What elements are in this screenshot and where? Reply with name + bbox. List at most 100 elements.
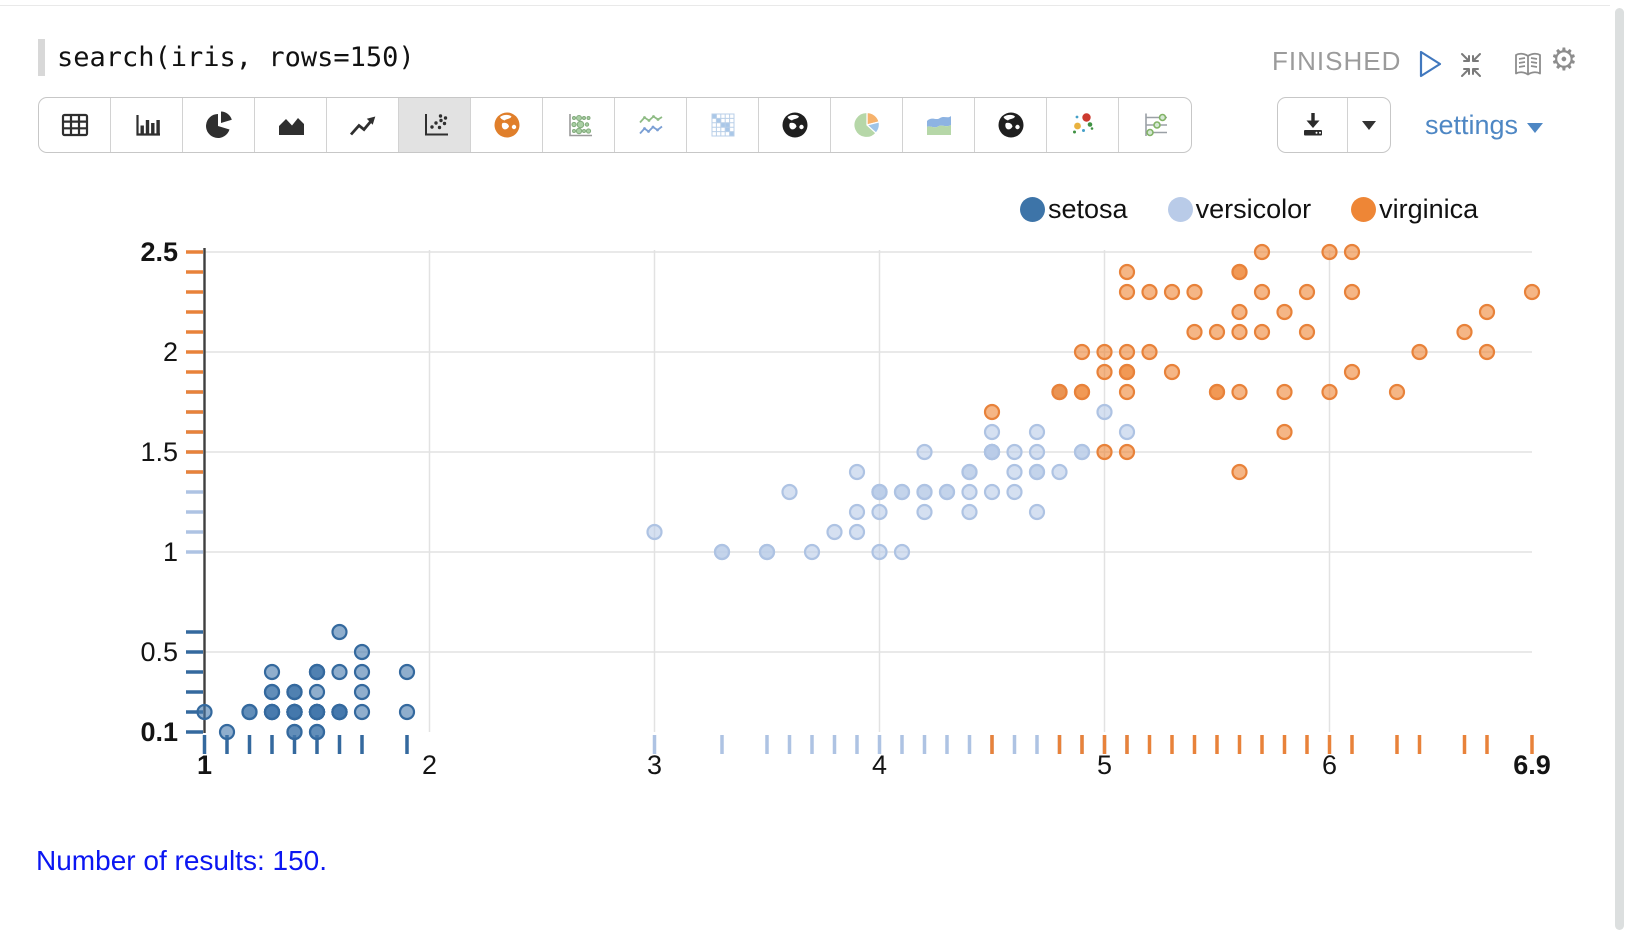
- data-point-versicolor[interactable]: [848, 523, 866, 541]
- data-point-virginica[interactable]: [983, 403, 1001, 421]
- settings-link[interactable]: settings: [1425, 110, 1544, 141]
- data-point-virginica[interactable]: [1388, 383, 1406, 401]
- data-point-virginica[interactable]: [1163, 363, 1181, 381]
- legend-item-versicolor[interactable]: versicolor: [1167, 194, 1311, 225]
- data-point-setosa[interactable]: [308, 683, 326, 701]
- data-point-versicolor[interactable]: [1051, 463, 1068, 481]
- data-point-setosa[interactable]: [398, 663, 416, 681]
- data-point-virginica[interactable]: [1186, 283, 1203, 301]
- chart-type-heat-map-button[interactable]: [687, 98, 759, 152]
- data-point-virginica[interactable]: [1523, 283, 1541, 301]
- chart-type-line-chart-button[interactable]: [327, 98, 399, 152]
- data-point-versicolor[interactable]: [938, 483, 956, 501]
- data-point-virginica[interactable]: [1231, 303, 1248, 321]
- download-button[interactable]: [1278, 98, 1348, 152]
- chart-type-area-chart-button[interactable]: [255, 98, 327, 152]
- data-point-versicolor[interactable]: [1118, 423, 1136, 441]
- data-point-virginica[interactable]: [1118, 343, 1136, 361]
- data-point-virginica[interactable]: [1253, 243, 1271, 261]
- chart-type-bubble-scatter-button[interactable]: [1047, 98, 1119, 152]
- data-point-versicolor[interactable]: [713, 543, 731, 561]
- data-point-versicolor[interactable]: [1028, 443, 1046, 461]
- chart-type-globe-button[interactable]: [759, 98, 831, 152]
- data-point-virginica[interactable]: [1478, 303, 1496, 321]
- data-point-setosa[interactable]: [331, 663, 348, 681]
- data-point-setosa[interactable]: [331, 623, 348, 641]
- run-query-button[interactable]: [1417, 49, 1443, 84]
- data-point-virginica[interactable]: [1096, 363, 1113, 381]
- data-point-versicolor[interactable]: [758, 543, 776, 561]
- data-point-setosa[interactable]: [286, 703, 303, 721]
- data-point-versicolor[interactable]: [916, 443, 933, 461]
- data-point-setosa[interactable]: [286, 683, 303, 701]
- data-point-setosa[interactable]: [241, 703, 258, 721]
- chart-type-pie-chart-button[interactable]: [183, 98, 255, 152]
- chart-type-scatter-plot-button[interactable]: [399, 98, 471, 152]
- data-point-setosa[interactable]: [196, 703, 213, 721]
- data-point-virginica[interactable]: [1231, 323, 1248, 341]
- data-point-virginica[interactable]: [1118, 263, 1136, 281]
- data-point-versicolor[interactable]: [646, 523, 663, 541]
- data-point-virginica[interactable]: [1343, 243, 1361, 261]
- data-point-virginica[interactable]: [1231, 263, 1248, 281]
- data-point-setosa[interactable]: [218, 723, 236, 741]
- data-point-virginica[interactable]: [1456, 323, 1473, 341]
- scrollbar[interactable]: [1615, 8, 1624, 930]
- legend-item-setosa[interactable]: setosa: [1020, 194, 1128, 225]
- data-point-setosa[interactable]: [353, 703, 371, 721]
- chart-type-dot-plot-button[interactable]: [1119, 98, 1191, 152]
- data-point-virginica[interactable]: [1231, 383, 1248, 401]
- data-point-versicolor[interactable]: [916, 503, 933, 521]
- chart-type-stacked-area-button[interactable]: [903, 98, 975, 152]
- data-point-setosa[interactable]: [263, 663, 281, 681]
- data-point-versicolor[interactable]: [893, 543, 911, 561]
- chart-type-punch-card-button[interactable]: [543, 98, 615, 152]
- data-point-setosa[interactable]: [286, 723, 303, 741]
- data-point-versicolor[interactable]: [871, 483, 888, 501]
- data-point-setosa[interactable]: [353, 683, 371, 701]
- docs-button[interactable]: [1512, 50, 1544, 83]
- data-point-versicolor[interactable]: [1028, 463, 1046, 481]
- data-point-versicolor[interactable]: [848, 463, 866, 481]
- data-point-versicolor[interactable]: [961, 483, 978, 501]
- chart-type-table-button[interactable]: [39, 98, 111, 152]
- widget-settings-button[interactable]: ⚙: [1550, 44, 1578, 75]
- data-point-versicolor[interactable]: [983, 483, 1001, 501]
- data-point-virginica[interactable]: [1118, 363, 1136, 381]
- data-point-virginica[interactable]: [1276, 383, 1293, 401]
- data-point-setosa[interactable]: [263, 683, 281, 701]
- data-point-virginica[interactable]: [1141, 343, 1158, 361]
- data-point-virginica[interactable]: [1096, 343, 1113, 361]
- data-point-virginica[interactable]: [1231, 463, 1248, 481]
- data-point-virginica[interactable]: [1163, 283, 1181, 301]
- data-point-virginica[interactable]: [1298, 323, 1316, 341]
- data-point-versicolor[interactable]: [1028, 423, 1046, 441]
- data-point-virginica[interactable]: [1253, 283, 1271, 301]
- data-point-versicolor[interactable]: [983, 443, 1001, 461]
- chart-type-globe-2-button[interactable]: [975, 98, 1047, 152]
- chart-type-time-series-button[interactable]: [615, 98, 687, 152]
- data-point-versicolor[interactable]: [916, 483, 933, 501]
- data-point-virginica[interactable]: [1141, 283, 1158, 301]
- data-point-versicolor[interactable]: [781, 483, 798, 501]
- data-point-virginica[interactable]: [1321, 243, 1338, 261]
- data-point-virginica[interactable]: [1073, 343, 1091, 361]
- data-point-virginica[interactable]: [1118, 383, 1136, 401]
- data-point-versicolor[interactable]: [871, 503, 888, 521]
- query-input[interactable]: search(iris, rows=150): [57, 42, 415, 73]
- data-point-versicolor[interactable]: [1006, 443, 1023, 461]
- data-point-setosa[interactable]: [353, 663, 371, 681]
- data-point-virginica[interactable]: [1276, 303, 1293, 321]
- data-point-versicolor[interactable]: [803, 543, 821, 561]
- data-point-virginica[interactable]: [1051, 383, 1068, 401]
- data-point-setosa[interactable]: [308, 663, 326, 681]
- data-point-virginica[interactable]: [1073, 383, 1091, 401]
- data-point-setosa[interactable]: [308, 703, 326, 721]
- data-point-virginica[interactable]: [1208, 323, 1226, 341]
- data-point-setosa[interactable]: [331, 703, 348, 721]
- data-point-setosa[interactable]: [398, 703, 416, 721]
- data-point-virginica[interactable]: [1411, 343, 1428, 361]
- data-point-versicolor[interactable]: [1073, 443, 1091, 461]
- data-point-versicolor[interactable]: [983, 423, 1001, 441]
- data-point-virginica[interactable]: [1186, 323, 1203, 341]
